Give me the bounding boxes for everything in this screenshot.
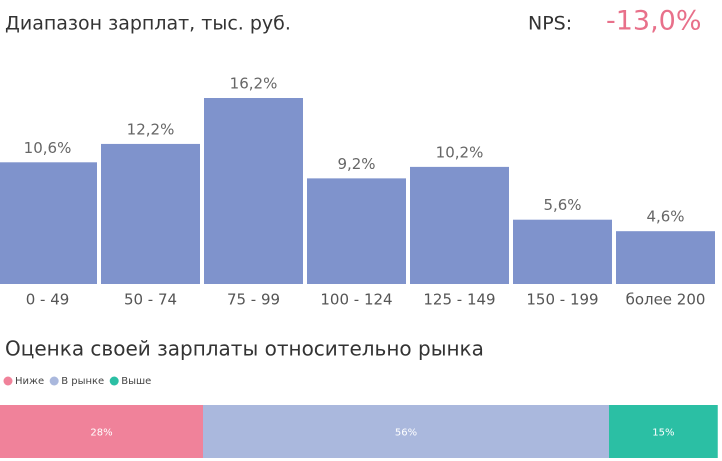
chart-title: Оценка своей зарплаты относительно рынка — [5, 337, 484, 361]
value-label: 5,6% — [543, 196, 581, 214]
x-tick-label: 125 - 149 — [423, 291, 495, 309]
x-tick-label: 50 - 74 — [124, 291, 177, 309]
value-label: 12,2% — [127, 120, 175, 138]
bar — [513, 219, 612, 284]
legend-label: Выше — [121, 376, 151, 387]
bar — [410, 166, 509, 284]
bar-segment — [0, 405, 203, 458]
nps-value: -13,0% — [606, 6, 702, 37]
x-tick-label: 0 - 49 — [26, 291, 70, 309]
legend-label: В рынке — [61, 376, 104, 387]
value-label: 10,6% — [24, 139, 72, 157]
bar — [616, 231, 715, 284]
bar — [307, 178, 406, 284]
nps-label: NPS: — [528, 13, 572, 35]
bar-segment — [609, 405, 718, 458]
value-label: 15% — [652, 428, 674, 439]
legend-marker — [3, 376, 13, 386]
x-tick-label: 100 - 124 — [320, 291, 392, 309]
x-tick-label: более 200 — [626, 291, 706, 309]
bar — [204, 98, 303, 284]
value-label: 10,2% — [436, 143, 484, 161]
value-label: 4,6% — [646, 208, 684, 226]
x-tick-label: 150 - 199 — [526, 291, 598, 309]
chart-title: Диапазон зарплат, тыс. руб. — [5, 13, 291, 35]
bar — [101, 143, 200, 284]
value-label: 9,2% — [337, 155, 375, 173]
legend-marker — [109, 376, 119, 386]
bar-segment — [203, 405, 609, 458]
legend-marker — [49, 376, 59, 386]
value-label: 28% — [90, 428, 112, 439]
x-tick-label: 75 - 99 — [227, 291, 280, 309]
value-label: 56% — [395, 428, 417, 439]
bar — [0, 162, 97, 284]
value-label: 16,2% — [230, 75, 278, 93]
legend-label: Ниже — [15, 376, 44, 387]
